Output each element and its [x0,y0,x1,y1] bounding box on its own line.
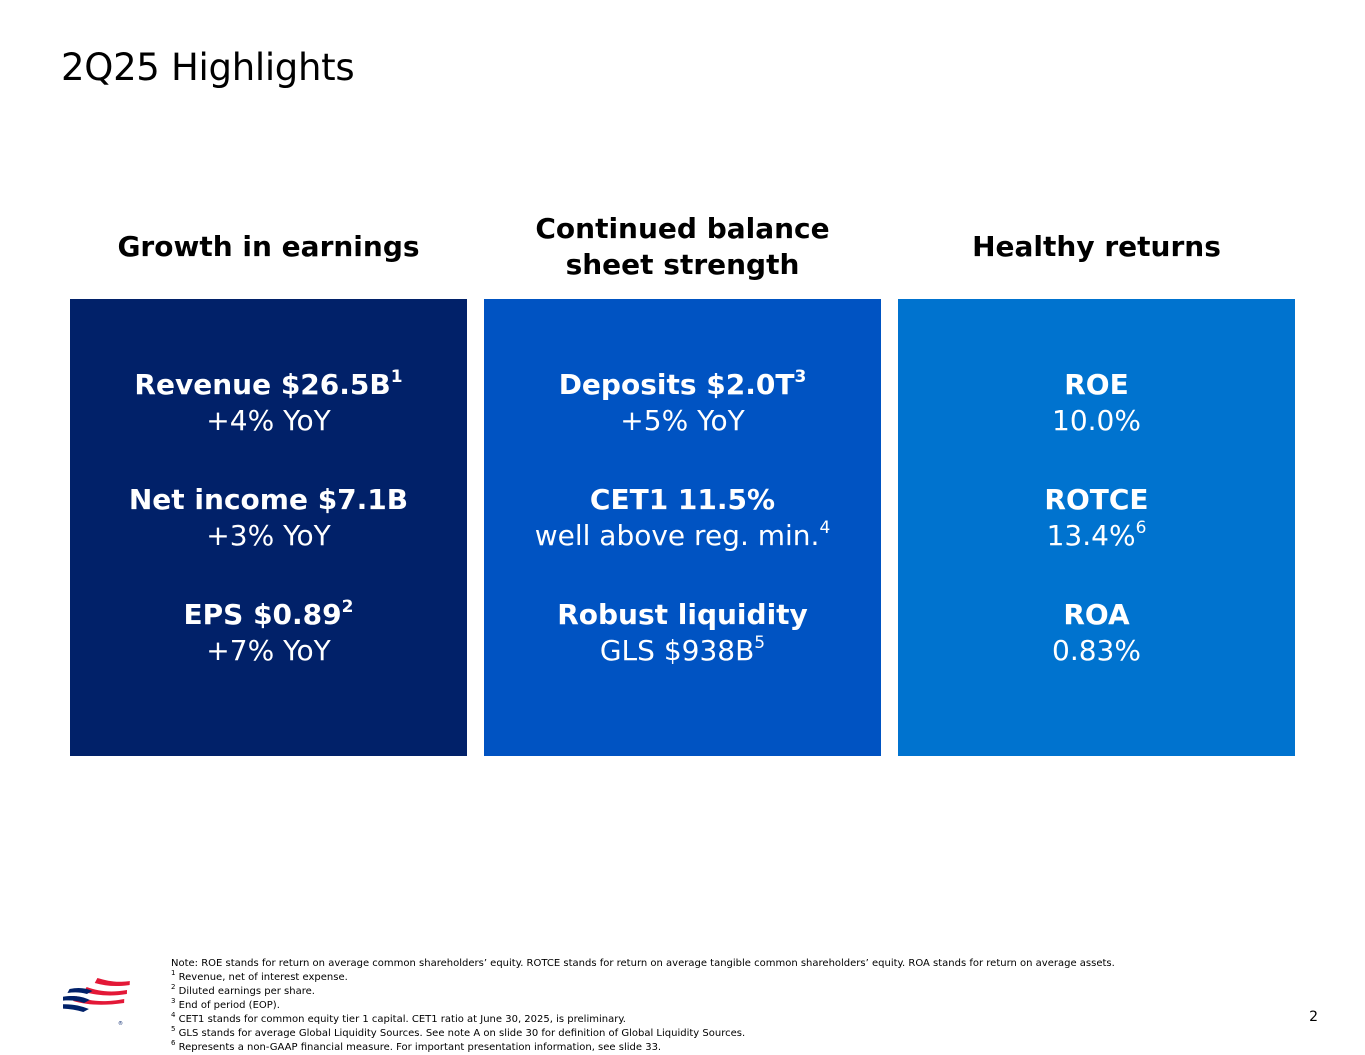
svg-text:®: ® [118,1020,123,1027]
metric-subtitle: GLS $938B [599,634,755,667]
footnote-line: 1 Revenue, net of interest expense. [171,968,348,983]
footnote-line: 4 CET1 stands for common equity tier 1 c… [171,1010,626,1025]
metric-title: Revenue $26.5B [134,368,391,401]
footnotes: Note: ROE stands for return on average c… [171,957,1291,1055]
metric-subtitle: 13.4% [1046,519,1136,552]
footnote-marker: 2 [341,596,354,617]
roa-metric: ROA 0.83% [898,596,1295,669]
metric-subtitle: +4% YoY [206,404,331,437]
page-number: 2 [1309,1009,1318,1025]
returns-panel: ROE 10.0% ROTCE 13.4%6 ROA 0.83% [898,299,1295,756]
metric-subtitle: 0.83% [1052,634,1141,667]
deposits-metric: Deposits $2.0T3 +5% YoY [484,366,881,439]
metric-title: CET1 11.5% [589,483,776,516]
column-heading-line: Healthy returns [972,230,1221,263]
liquidity-metric: Robust liquidity GLS $938B5 [484,596,881,669]
metric-title: Net income $7.1B [128,483,409,516]
footnote-marker: 3 [794,366,807,387]
balance-sheet-panel: Deposits $2.0T3 +5% YoY CET1 11.5% well … [484,299,881,756]
roe-metric: ROE 10.0% [898,366,1295,439]
metric-title: Robust liquidity [557,598,808,631]
footnote-marker: 6 [1135,517,1147,538]
footnote-marker: 5 [754,632,766,653]
footnote-marker: 1 [390,366,403,387]
metric-title: ROE [1064,368,1129,401]
net-income-metric: Net income $7.1B +3% YoY [70,481,467,554]
column-heading-line: sheet strength [565,248,800,281]
revenue-metric: Revenue $26.5B1 +4% YoY [70,366,467,439]
metric-subtitle: +5% YoY [620,404,745,437]
eps-metric: EPS $0.892 +7% YoY [70,596,467,669]
column-heading-returns: Healthy returns [898,198,1295,296]
column-heading-line: Continued balance [535,212,830,245]
footnote-line: Note: ROE stands for return on average c… [171,958,1115,969]
earnings-panel: Revenue $26.5B1 +4% YoY Net income $7.1B… [70,299,467,756]
metric-title: ROA [1063,598,1130,631]
metric-subtitle: well above reg. min. [534,519,820,552]
metric-subtitle: 10.0% [1052,404,1141,437]
column-heading-line: Growth in earnings [117,230,420,263]
footnote-marker: 4 [819,517,831,538]
metric-title: Deposits $2.0T [558,368,795,401]
footnote-line: 2 Diluted earnings per share. [171,982,315,997]
column-heading-balance-sheet: Continued balance sheet strength [484,198,881,296]
footnote-line: 6 Represents a non-GAAP financial measur… [171,1038,662,1053]
slide-title: 2Q25 Highlights [61,46,355,89]
metric-subtitle: +7% YoY [206,634,331,667]
footnote-line: 5 GLS stands for average Global Liquidit… [171,1024,746,1039]
cet1-metric: CET1 11.5% well above reg. min.4 [484,481,881,554]
metric-title: ROTCE [1044,483,1149,516]
footnote-line: 3 End of period (EOP). [171,996,280,1011]
column-heading-earnings: Growth in earnings [70,198,467,296]
metric-subtitle: +3% YoY [206,519,331,552]
rotce-metric: ROTCE 13.4%6 [898,481,1295,554]
metric-title: EPS $0.89 [183,598,342,631]
bank-flag-logo-icon: ® [52,975,133,1027]
